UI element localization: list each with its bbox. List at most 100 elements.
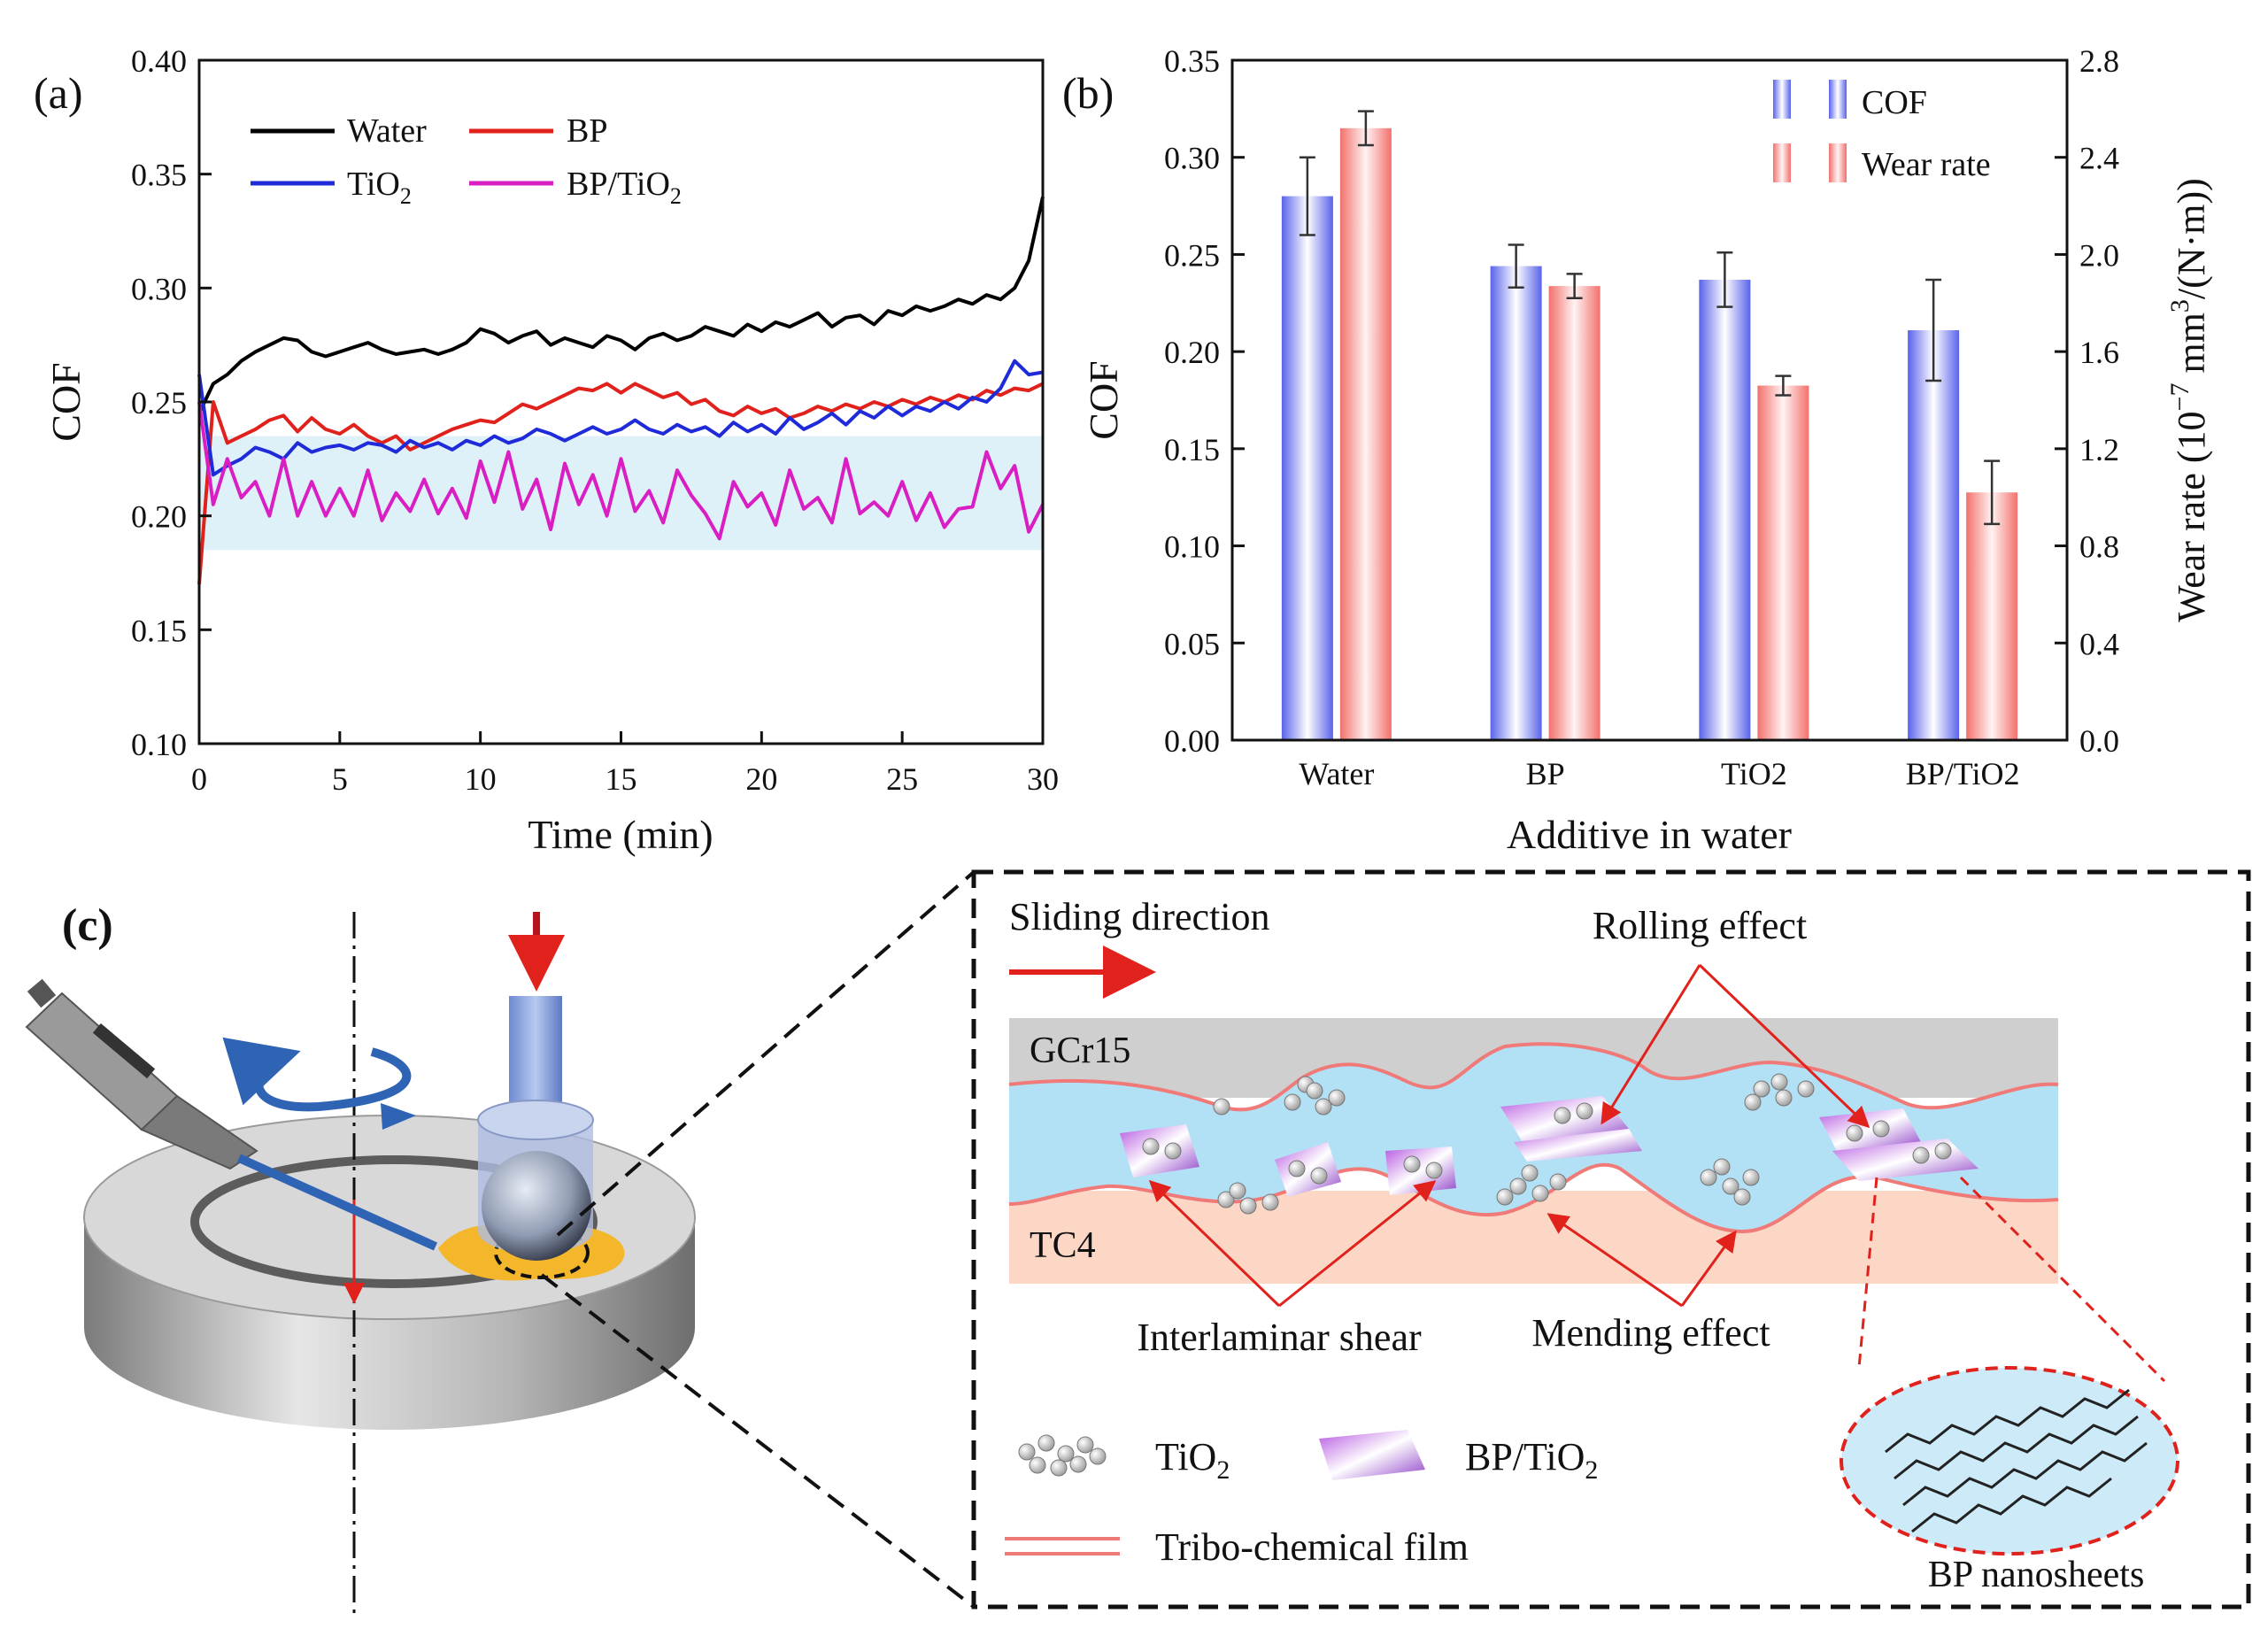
tio2-particle	[1288, 1160, 1306, 1177]
y-tick-label: 0.20	[131, 499, 187, 535]
tio2-particle	[1284, 1093, 1301, 1111]
tribo-film-upper	[1008, 1042, 2059, 1112]
tio2-particle	[1315, 1098, 1332, 1115]
x-tick-label: 10	[465, 761, 497, 797]
tio2-particle	[1164, 1142, 1182, 1160]
tio2-particle	[1576, 1102, 1593, 1120]
tio2-particle	[1521, 1164, 1539, 1182]
tio2-legend-particle	[1037, 1434, 1055, 1452]
tio2-particle	[1722, 1177, 1739, 1195]
legend-swatch-cof-1	[1773, 80, 1791, 119]
tio2-particle	[1700, 1169, 1717, 1186]
y-tick-label: 0.30	[1164, 141, 1220, 176]
bar-cof-0	[1281, 196, 1333, 741]
x-category-label: TiO2	[1721, 756, 1787, 791]
panel-a-plot-frame	[197, 58, 1045, 745]
legend-swatch-wear-1	[1773, 143, 1791, 182]
y-tick-label: 0.35	[131, 158, 187, 193]
legend-film-label: Tribo-chemical film	[1155, 1525, 1469, 1569]
bar-wear-rate-3	[1966, 492, 2018, 740]
tio2-legend-particle	[1029, 1456, 1046, 1474]
panel-b-label: (b)	[1062, 68, 1114, 118]
x-tick-label: 25	[886, 761, 918, 797]
steel-ball	[482, 1151, 591, 1261]
panel-b-legend: COF Wear rate	[1773, 80, 1991, 183]
panel-a-x-axis-label: Time (min)	[528, 812, 713, 857]
tribo-film-lower	[1008, 1162, 2059, 1233]
tio2-particle	[1328, 1089, 1346, 1107]
legend-tio2-icon	[1018, 1434, 1107, 1477]
y-tick-label: 0.25	[131, 385, 187, 421]
tio2-particle	[1775, 1089, 1793, 1107]
bar-wear-rate-1	[1548, 286, 1601, 741]
panel-b-bar-chart: Water BP TiO2 BP/TiO2 0.00 0.05 0.10 0.15 0.20 0…	[1062, 43, 2213, 857]
gcr15-label: GCr15	[1030, 1031, 1130, 1071]
tio2-legend-particle	[1069, 1455, 1087, 1473]
legend-bp-tio2-icon	[1319, 1430, 1425, 1480]
tio2-particle	[1872, 1120, 1890, 1138]
mending-effect-label: Mending effect	[1531, 1311, 1770, 1355]
tio2-legend-particle	[1076, 1436, 1094, 1454]
bar-cof-2	[1699, 279, 1751, 740]
panel-a-legend: Water BP TiO2 BP/TiO2	[251, 112, 682, 209]
panel-b-plot-frame	[1230, 58, 2069, 742]
y-tick-label: 0.25	[1164, 237, 1220, 273]
annotation-arrows	[1148, 963, 2166, 1383]
x-category-label: Water	[1299, 756, 1374, 791]
load-rod	[509, 996, 562, 1120]
bar-wear-rate-2	[1757, 385, 1809, 740]
test-rig-illustration	[25, 912, 696, 1616]
x-tick-label: 5	[332, 761, 348, 797]
bar-cof-3	[1908, 330, 1960, 740]
tio2-particle	[1934, 1142, 1952, 1160]
legend-swatch-cof-2	[1829, 80, 1847, 119]
zoom-line-top	[556, 870, 976, 1237]
x-category-label: BP/TiO2	[1906, 756, 2020, 791]
y-tick-label: 0.05	[1164, 626, 1220, 661]
tio2-particle	[1217, 1191, 1235, 1208]
rotation-arrow	[222, 1037, 412, 1112]
tc4-lower-block	[1009, 1191, 2058, 1284]
tc4-label: TC4	[1030, 1225, 1096, 1266]
tio2-particle	[1496, 1188, 1514, 1206]
y2-tick-label: 1.2	[2079, 432, 2119, 467]
y2-tick-label: 0.8	[2079, 529, 2119, 565]
rotation-arrow-head	[381, 1103, 416, 1130]
legend-label-bp-tio2: BP/TiO2	[567, 166, 682, 209]
tio2-legend-particle	[1089, 1447, 1107, 1465]
x-category-label: BP	[1526, 756, 1565, 791]
pipette-icon	[25, 978, 438, 1251]
panel-b-y-axis-label: COF	[1081, 360, 1126, 439]
x-tick-label: 20	[745, 761, 777, 797]
y-tick-label: 0.00	[1164, 723, 1220, 759]
series-line-water	[197, 196, 1045, 414]
sliding-direction-label: Sliding direction	[1009, 895, 1270, 938]
legend-label-bp: BP	[567, 112, 607, 150]
bp-nanosheets-inset	[1840, 1366, 2179, 1556]
y2-tick-label: 0.0	[2079, 723, 2119, 759]
tio2-particle	[1509, 1177, 1527, 1195]
panel-a-shaded-band	[199, 436, 1043, 551]
tio2-particle	[1744, 1093, 1762, 1111]
panel-b-y2-axis-label: Wear rate (10−7 mm3/(N·m))	[2165, 178, 2213, 622]
tio2-particle	[1142, 1138, 1160, 1155]
legend-label-wear-rate: Wear rate	[1862, 146, 1991, 183]
legend-swatch-wear-2	[1829, 143, 1847, 182]
x-tick-label: 15	[605, 761, 637, 797]
y2-tick-label: 0.4	[2079, 626, 2119, 661]
y2-tick-label: 2.8	[2079, 43, 2119, 79]
series-line-tio2	[197, 359, 1044, 477]
rolling-effect-label: Rolling effect	[1593, 904, 1807, 947]
legend-tio2-label: TiO2	[1155, 1435, 1230, 1485]
tio2-particle	[1733, 1188, 1751, 1206]
panel-c-schematic: (c)	[25, 869, 2251, 1616]
bp-lattice-icon	[1885, 1388, 2148, 1533]
tio2-particle	[1425, 1162, 1443, 1179]
y-tick-label: 0.20	[1164, 335, 1220, 370]
legend-bp-tio2-label: BP/TiO2	[1465, 1435, 1598, 1485]
series-line-bp	[197, 382, 1044, 585]
tio2-particle	[1403, 1155, 1421, 1173]
legend-label-water: Water	[347, 112, 427, 150]
series-line-bp-tio2	[197, 401, 1045, 541]
tio2-particle	[1846, 1124, 1863, 1142]
